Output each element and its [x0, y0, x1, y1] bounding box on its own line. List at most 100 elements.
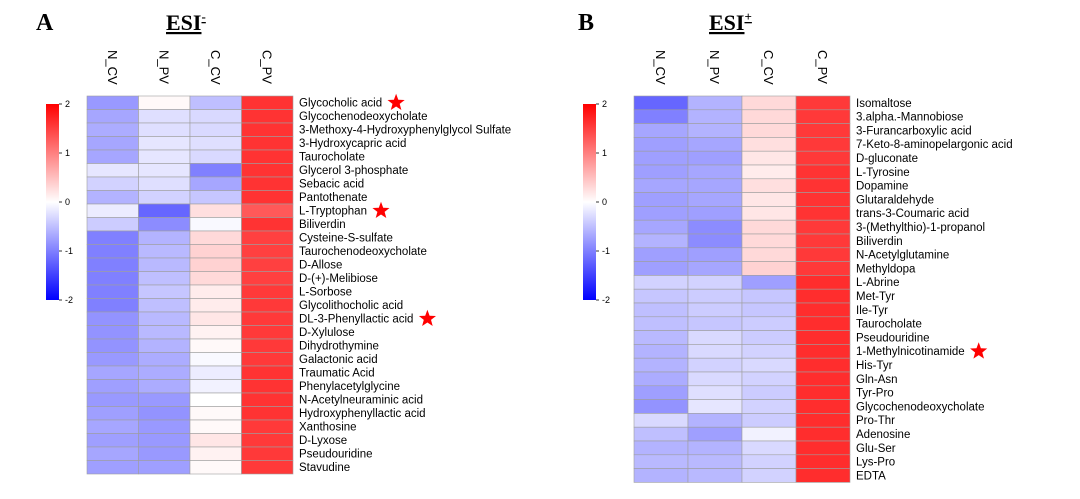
panel-a-heatmap-cell	[86, 446, 139, 461]
panel-b-heatmap-cell	[687, 344, 743, 359]
panel-b-colorbar-tick-label: -1	[602, 246, 610, 256]
panel-a-heatmap-cell	[138, 446, 191, 461]
panel-a-heatmap-cell	[138, 338, 191, 353]
panel-b-heatmap-cell	[687, 468, 743, 483]
panel-a-heatmap-cell	[189, 95, 242, 110]
panel-b-heatmap-cell	[633, 247, 689, 262]
panel-a-heatmap-cell	[241, 392, 294, 407]
panel-a-heatmap-cell	[189, 406, 242, 421]
panel-b-heatmap-cell	[741, 275, 797, 290]
panel-b-row-label: Pseudouridine	[856, 332, 930, 344]
panel-a-heatmap-cell	[241, 311, 294, 326]
panel-a-row-label: DL-3-Phenyllactic acid	[299, 314, 413, 326]
panel-b-title: ESI+	[709, 9, 752, 35]
panel-b-heatmap-cell	[795, 233, 851, 249]
panel-a-heatmap-cell	[241, 406, 294, 421]
panel-b-heatmap-cell	[741, 261, 797, 276]
panel-b-heatmap-cell	[795, 123, 851, 138]
panel-a-title-sup: -	[201, 9, 205, 24]
panel-a-row-label: Pantothenate	[299, 192, 367, 204]
panel-a-column-label: N_PV	[156, 50, 171, 84]
panel-b-heatmap-cell	[633, 440, 689, 456]
panel-a-heatmap-cell	[86, 149, 139, 164]
panel-b-heatmap-cell	[687, 150, 743, 166]
panel-b-heatmap-cell	[687, 261, 743, 276]
panel-a-heatmap-cell	[138, 163, 191, 178]
panel-b-heatmap-cell	[687, 164, 743, 180]
panel-b-heatmap-cell	[795, 330, 851, 345]
panel-b-colorbar-tick-label: 0	[602, 197, 607, 207]
panel-b-heatmap-cell	[633, 357, 689, 373]
panel-a-heatmap-cell	[189, 325, 242, 340]
panel-a-row-label: D-Lyxose	[299, 435, 347, 447]
panel-b-heatmap-cell	[795, 275, 851, 290]
panel-b-heatmap-cell	[633, 426, 689, 442]
panel-a-heatmap-cell	[189, 392, 242, 407]
panel-b-colorbar	[583, 104, 596, 300]
panel-a-heatmap-cell	[241, 176, 294, 191]
panel-b-row-label: 7-Keto-8-aminopelargonic acid	[856, 139, 1013, 151]
panel-b-column-label: C_CV	[761, 50, 776, 85]
panel-b-heatmap-cell	[741, 206, 797, 221]
panel-b-heatmap-cell	[633, 109, 689, 124]
panel-a-heatmap-cell	[138, 203, 191, 218]
panel-b-heatmap-cell	[633, 385, 689, 400]
panel-b-heatmap-cell	[741, 178, 797, 193]
panel-a-heatmap-cell	[189, 298, 242, 313]
panel-a-heatmap-cell	[86, 433, 139, 448]
panel-b-row-label: Pro-Thr	[856, 415, 895, 427]
panel-a-row-label: L-Sorbose	[299, 287, 352, 299]
panel-a-heatmap-cell	[86, 392, 139, 407]
panel-a-colorbar-tick-label: -2	[65, 295, 73, 305]
panel-b-row-label: L-Abrine	[856, 277, 899, 289]
panel-a-heatmap-cell	[241, 203, 294, 218]
panel-a-heatmap-cell	[86, 379, 139, 394]
panel-b-row-label: Tyr-Pro	[856, 388, 894, 400]
panel-b-heatmap-cell	[795, 426, 851, 442]
panel-b-heatmap-cell	[687, 247, 743, 262]
panel-b-heatmap-cell	[795, 288, 851, 304]
panel-b-heatmap-cell	[633, 302, 689, 318]
panel-a-row-label: Glycocholic acid	[299, 98, 382, 110]
panel-a-heatmap-cell	[86, 406, 139, 421]
panel-b-heatmap-cell	[741, 413, 797, 428]
panel-b-row-label: Adenosine	[856, 429, 910, 441]
panel-b-heatmap-cell	[687, 302, 743, 318]
panel-a-heatmap-cell	[241, 325, 294, 340]
panel-b-heatmap-cell	[741, 330, 797, 345]
panel-b-heatmap-cell	[795, 399, 851, 414]
panel-a-heatmap-cell	[241, 230, 294, 245]
panel-a-heatmap-cell	[241, 217, 294, 232]
panel-b-heatmap-cell	[687, 178, 743, 193]
panel-b-row-label: Biliverdin	[856, 236, 903, 248]
panel-a-row-label: Biliverdin	[299, 219, 346, 231]
panel-a-heatmap-cell	[241, 352, 294, 367]
panel-a-heatmap-cell	[189, 176, 242, 191]
panel-b-colorbar-tick-label: -2	[602, 295, 610, 305]
panel-b-heatmap-cell	[633, 288, 689, 304]
panel-a-heatmap-cell	[86, 325, 139, 340]
panel-b-heatmap-cell	[741, 399, 797, 414]
panel-b-row-label: Lys-Pro	[856, 457, 895, 469]
panel-a-heatmap-cell	[189, 244, 242, 259]
panel-a-column-label: N_CV	[105, 50, 120, 85]
panel-a-heatmap-cell	[241, 446, 294, 461]
panel-a-heatmap-cell	[241, 163, 294, 178]
panel-b-heatmap-cell	[795, 440, 851, 456]
panel-a-heatmap-cell	[241, 244, 294, 259]
panel-b-row-label: Gln-Asn	[856, 374, 898, 386]
panel-b-row-label: Glutaraldehyde	[856, 194, 934, 206]
panel-a-heatmap-cell	[189, 271, 242, 286]
panel-b-heatmap-cell	[795, 192, 851, 207]
panel-a-heatmap-cell	[138, 244, 191, 259]
panel-a-heatmap-cell	[86, 230, 139, 245]
panel-a-heatmap-cell	[241, 149, 294, 164]
panel-a-heatmap-cell	[241, 122, 294, 137]
panel-b-colorbar-tick-label: 1	[602, 148, 607, 158]
panel-b-heatmap-cell	[795, 164, 851, 180]
panel-a-colorbar	[46, 104, 59, 300]
panel-a-heatmap-cell	[138, 109, 191, 124]
panel-a-heatmap-cell	[241, 136, 294, 151]
panel-b-heatmap-cell	[795, 302, 851, 318]
